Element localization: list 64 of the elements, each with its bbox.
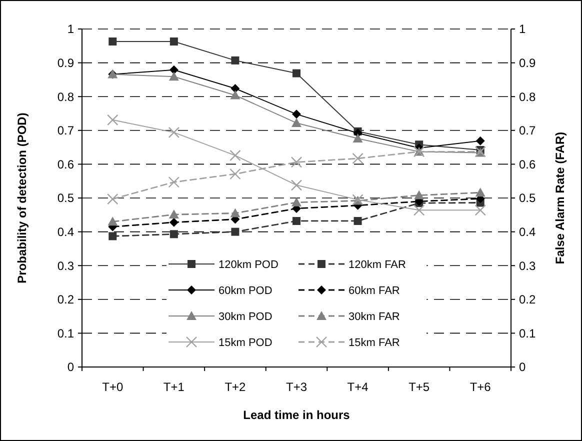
point	[292, 69, 300, 78]
point	[231, 56, 240, 64]
point	[475, 188, 486, 197]
point	[108, 216, 118, 226]
x-tick-label: T+6	[470, 380, 492, 394]
x-tick-label: T+4	[347, 380, 369, 394]
y2-tick-label: 0.1	[519, 326, 536, 340]
x-tick-label: T+2	[224, 380, 246, 394]
y2-tick-label: 0.4	[519, 225, 536, 239]
point	[292, 197, 302, 206]
y2-tick-label: 0.2	[519, 292, 536, 307]
y-tick-label: 0.1	[57, 326, 74, 340]
y-tick-label: 0.3	[57, 258, 74, 273]
point	[352, 134, 363, 143]
y2-tick-label: 0.3	[519, 258, 536, 273]
point	[292, 216, 300, 225]
y2-tick-label: 0.7	[519, 124, 536, 138]
point	[168, 72, 179, 81]
point	[230, 208, 240, 218]
point	[168, 210, 179, 219]
legend-label: 120km POD	[218, 258, 278, 271]
point	[169, 65, 178, 74]
y2-tick-label: 0.6	[519, 157, 536, 172]
x-tick-label: T+1	[163, 380, 185, 394]
y-tick-label: 0.2	[57, 292, 74, 307]
x-tick-label: T+3	[286, 380, 308, 394]
point	[170, 38, 178, 46]
x-tick-label: T+5	[408, 380, 430, 394]
y-tick-label: 0.4	[57, 225, 74, 239]
legend-label: 60km FAR	[348, 284, 400, 297]
point	[108, 38, 117, 46]
y-tick-label: 0.8	[57, 90, 74, 104]
y2-tick-label: 0	[519, 360, 526, 374]
x-tick-label: T+0	[102, 380, 124, 394]
x-axis-title: Lead time in hours	[243, 408, 350, 422]
y-tick-label: 0.9	[57, 56, 74, 70]
point	[108, 232, 117, 240]
point	[170, 230, 178, 238]
y2-tick-label: 0.9	[519, 56, 536, 70]
y-tick-label: 0	[67, 360, 74, 374]
y-tick-label: 0.6	[57, 157, 74, 172]
point	[230, 90, 240, 100]
y2-tick-label: 1	[519, 22, 526, 36]
legend-label: 30km POD	[218, 310, 272, 323]
y-axis-title: Probability of detection (POD)	[15, 112, 29, 284]
y2-axis-title: False Alarm Rate (FAR)	[553, 132, 567, 264]
y-tick-label: 0.5	[57, 191, 74, 206]
point	[476, 136, 485, 146]
legend-label: 30km FAR	[348, 310, 400, 323]
point	[231, 228, 240, 236]
point	[292, 118, 302, 127]
y2-tick-label: 0.5	[519, 191, 536, 206]
y2-tick-label: 0.8	[519, 90, 536, 104]
point	[169, 218, 178, 227]
legend-label: 120km FAR	[348, 258, 406, 271]
point	[354, 216, 362, 225]
point	[230, 84, 240, 93]
legend-label: 60km POD	[218, 284, 272, 297]
legend-label: 15km FAR	[348, 336, 400, 349]
point	[414, 190, 424, 200]
point	[292, 110, 301, 119]
y-tick-label: 1	[67, 22, 74, 36]
legend-label: 15km POD	[218, 336, 272, 349]
y-tick-label: 0.7	[57, 124, 74, 138]
